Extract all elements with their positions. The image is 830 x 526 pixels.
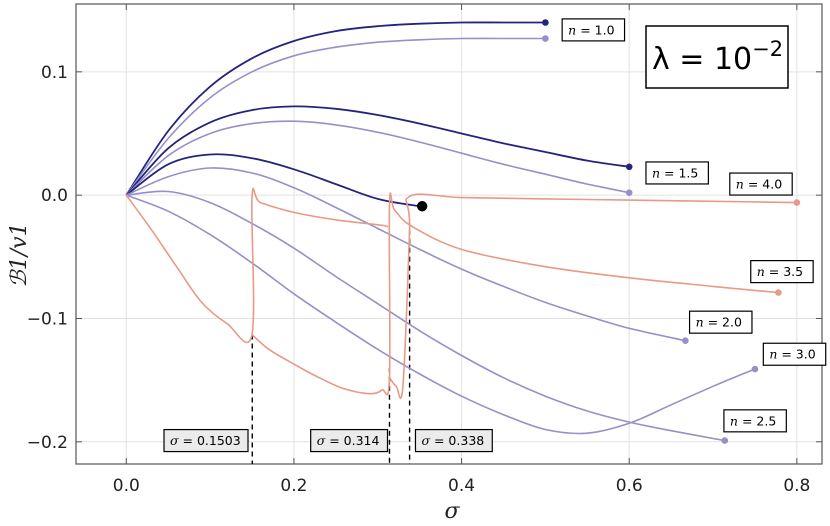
y-tick-label: −0.2 (27, 433, 68, 453)
tick-labels: 0.0 0.2 0.4 0.6 0.8 0.1 0.0 −0.1 −0.2 (27, 63, 811, 496)
curve-label: n = 2.0 (688, 310, 753, 334)
curve-label: n = 1.5 (645, 161, 709, 185)
curve-label: n = 3.0 (762, 342, 827, 366)
x-tick-label: 0.2 (280, 476, 307, 496)
sigma-label-text: σ = 0.314 (317, 433, 380, 448)
curve-label-text: n = 1.5 (652, 165, 698, 180)
curve-label-box (645, 161, 709, 185)
series-line (125, 120, 630, 196)
endpoint-dot (542, 35, 549, 42)
endpoint-dot (542, 19, 549, 26)
critical-point (416, 201, 428, 212)
curve-label-box (750, 260, 814, 284)
series-line (125, 21, 546, 196)
x-tick-label: 0.8 (783, 476, 810, 496)
series-line (126, 190, 725, 442)
dashed-markers (251, 229, 411, 464)
sigma-label-box (163, 428, 249, 453)
curve-label-box (762, 342, 827, 366)
endpoint-dot (682, 337, 689, 344)
curve-label-text: n = 2.5 (730, 413, 776, 428)
curve-label-text: n = 3.0 (769, 347, 815, 362)
y-tick-label: 0.1 (41, 63, 68, 83)
x-tick-label: 0.0 (113, 476, 140, 496)
sigma-label-text: σ = 0.1503 (170, 433, 241, 448)
curve-label-box (561, 18, 626, 42)
endpoint-dot (751, 365, 759, 373)
curve-label-text: n = 1.0 (568, 22, 614, 37)
curve-labels: n = 1.0 n = 1.5 n = 4.0 n = 3.5 n = 2.0 n = 3… (163, 18, 827, 453)
series-line (125, 105, 630, 196)
lambda-base: λ = 10 (652, 42, 752, 77)
curve-label-text: n = 3.5 (757, 264, 803, 279)
sigma-label: σ = 0.1503 (163, 428, 249, 453)
lambda-exponent: −2 (752, 37, 783, 61)
x-tick-label: 0.6 (616, 476, 643, 496)
sigma-label-box (414, 428, 493, 453)
series-line (125, 187, 389, 344)
endpoint-dot (793, 199, 801, 206)
endpoint-markers (416, 19, 801, 444)
curve-label: n = 2.5 (723, 409, 787, 433)
sigma-label-box (310, 428, 389, 453)
series-line (251, 192, 779, 396)
curve-label-box (723, 409, 787, 433)
endpoint-dot (775, 289, 782, 296)
curve-label-box (688, 310, 753, 334)
series-line (388, 193, 797, 399)
lambda-annotation: λ = 10−2 (645, 25, 789, 89)
curve-label: n = 3.5 (750, 260, 814, 284)
sigma-label: σ = 0.314 (310, 428, 389, 453)
y-axis-title: ℬ1/v1 (7, 222, 32, 287)
endpoint-dot (625, 189, 633, 196)
x-axis-title: σ (444, 499, 460, 524)
endpoint-dot (625, 163, 633, 171)
curve-label: n = 4.0 (729, 172, 793, 196)
sigma-label-text: σ = 0.338 (421, 433, 484, 448)
series-line (125, 37, 546, 196)
y-tick-label: 0.0 (41, 186, 68, 206)
sigma-label: σ = 0.338 (414, 428, 493, 453)
series-line (126, 194, 756, 435)
curve-label-text: n = 4.0 (736, 177, 782, 192)
lambda-annotation-text: λ = 10−2 (652, 37, 783, 77)
curve-label: n = 1.0 (561, 18, 626, 42)
series-line (125, 167, 686, 342)
y-tick-label: −0.1 (27, 309, 68, 329)
plot-frame (75, 3, 823, 465)
series-lines (125, 21, 797, 442)
curve-label-box (729, 172, 793, 196)
x-tick-label: 0.4 (448, 476, 475, 496)
series-line (125, 153, 420, 208)
plot-border (75, 3, 823, 465)
endpoint-dot (721, 437, 729, 444)
lambda-annotation-box (645, 25, 789, 89)
curve-label-text: n = 2.0 (696, 315, 742, 330)
